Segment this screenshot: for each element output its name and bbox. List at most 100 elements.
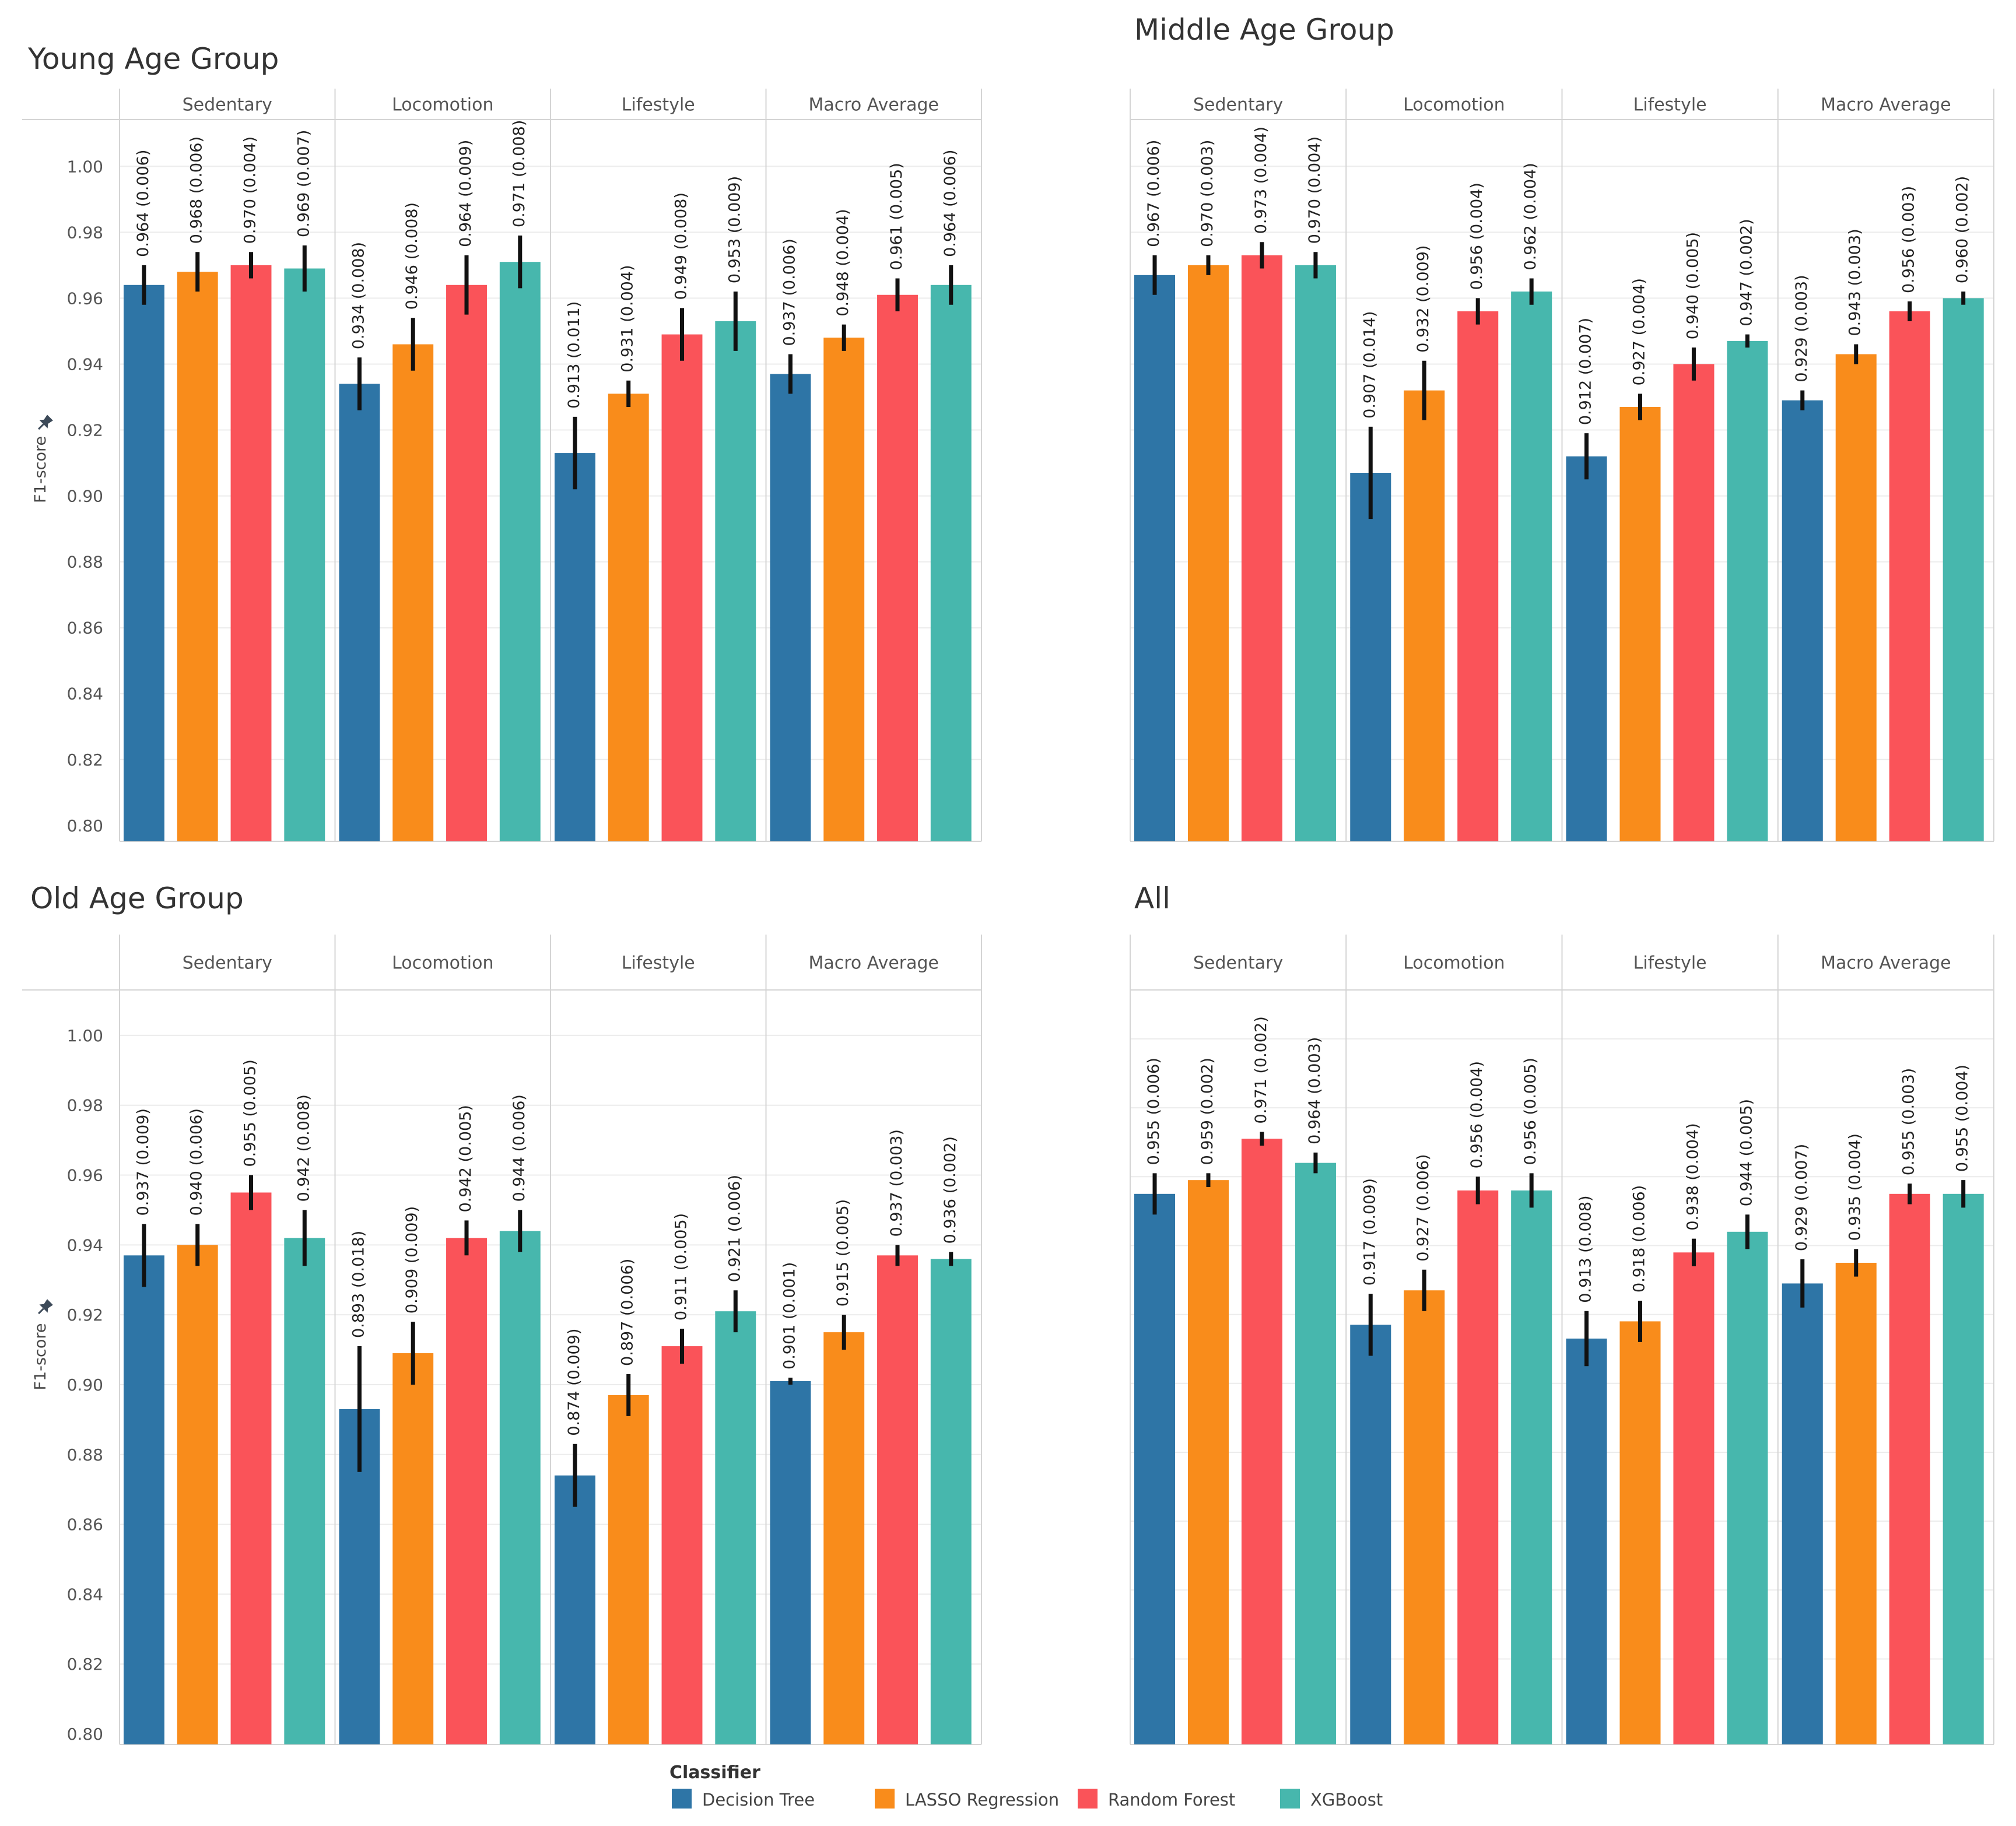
data-label: 0.909 (0.009) xyxy=(403,1206,421,1314)
bar-random-forest xyxy=(661,1346,703,1744)
data-label: 0.969 (0.007) xyxy=(294,130,313,237)
y-tick-label: 0.96 xyxy=(67,1166,103,1185)
data-label: 0.962 (0.004) xyxy=(1521,163,1540,270)
bar-decision-tree xyxy=(1566,456,1607,841)
data-label: 0.944 (0.005) xyxy=(1737,1099,1755,1206)
y-tick-label: 1.00 xyxy=(67,157,103,176)
bar-lasso-regression xyxy=(1835,1262,1877,1744)
data-label: 0.937 (0.009) xyxy=(134,1108,152,1216)
y-tick-label: 0.92 xyxy=(67,1305,103,1325)
data-label: 0.917 (0.009) xyxy=(1361,1178,1379,1286)
y-tick-label: 0.98 xyxy=(67,223,103,242)
bar-random-forest xyxy=(877,1255,918,1744)
bar-decision-tree xyxy=(339,384,380,841)
bar-decision-tree xyxy=(554,1475,595,1744)
data-label: 0.947 (0.002) xyxy=(1737,219,1755,326)
chart-panel-2: Old Age Group Sedentary Locomotion Lifestyl… xyxy=(22,882,982,1745)
bar-lasso-regression xyxy=(1187,1180,1229,1744)
data-label: 0.921 (0.006) xyxy=(725,1175,744,1282)
legend-item: LASSO Regression xyxy=(875,1789,1059,1810)
bar-lasso-regression xyxy=(177,1245,218,1744)
facet-label: Macro Average xyxy=(808,95,939,115)
facet-label: Macro Average xyxy=(808,953,939,974)
data-label: 0.907 (0.014) xyxy=(1361,311,1379,419)
bar-lasso-regression xyxy=(1619,406,1661,841)
legend-label: Random Forest xyxy=(1108,1790,1235,1810)
data-label: 0.913 (0.008) xyxy=(1577,1195,1595,1302)
data-label: 0.949 (0.008) xyxy=(672,192,690,300)
bar-xgboost xyxy=(499,262,541,841)
data-label: 0.971 (0.002) xyxy=(1252,1016,1270,1123)
pin-icon xyxy=(38,415,53,430)
data-label: 0.913 (0.011) xyxy=(565,301,583,409)
legend-swatch xyxy=(1280,1789,1300,1809)
bar-xgboost xyxy=(1511,292,1552,841)
data-label: 0.938 (0.004) xyxy=(1684,1123,1702,1230)
data-label: 0.967 (0.006) xyxy=(1145,140,1163,247)
legend-item: Random Forest xyxy=(1078,1789,1235,1810)
data-label: 0.937 (0.006) xyxy=(780,238,798,346)
data-label: 0.929 (0.003) xyxy=(1793,275,1811,382)
facet-label: Lifestyle xyxy=(1633,953,1707,974)
y-tick-label: 0.94 xyxy=(67,354,103,374)
bar-random-forest xyxy=(1457,311,1499,841)
y-tick-label: 0.92 xyxy=(67,421,103,440)
bar-xgboost xyxy=(1727,340,1768,841)
data-label: 0.956 (0.004) xyxy=(1468,1061,1486,1168)
data-label: 0.940 (0.006) xyxy=(188,1108,206,1216)
facet-label: Sedentary xyxy=(183,953,272,974)
data-label: 0.944 (0.006) xyxy=(510,1094,528,1202)
bar-xgboost xyxy=(284,1238,325,1744)
y-tick-label: 0.98 xyxy=(67,1096,103,1115)
bar-random-forest xyxy=(230,265,272,841)
chart-title: Middle Age Group xyxy=(1134,13,1394,47)
chart-title: Old Age Group xyxy=(30,882,244,915)
data-label: 0.942 (0.008) xyxy=(294,1094,313,1202)
facet-label: Macro Average xyxy=(1821,953,1951,974)
data-label: 0.935 (0.004) xyxy=(1846,1133,1864,1241)
facet-label: Macro Average xyxy=(1821,95,1951,115)
y-tick-label: 0.80 xyxy=(67,1725,103,1744)
bar-xgboost xyxy=(1727,1231,1768,1744)
bar-xgboost xyxy=(284,268,325,841)
data-label: 0.932 (0.009) xyxy=(1414,245,1432,353)
data-label: 0.901 (0.001) xyxy=(780,1262,798,1370)
bar-decision-tree xyxy=(554,453,595,841)
chart-panel-3: All Sedentary Locomotion Lifestyle Macro Ave… xyxy=(1130,882,1994,1745)
bar-lasso-regression xyxy=(608,394,649,841)
bar-lasso-regression xyxy=(1187,265,1229,841)
data-label: 0.897 (0.006) xyxy=(619,1259,637,1366)
bar-decision-tree xyxy=(123,1255,164,1744)
bar-decision-tree xyxy=(1350,472,1391,841)
y-tick-label: 0.90 xyxy=(67,1375,103,1395)
data-label: 0.948 (0.004) xyxy=(834,209,852,316)
data-label: 0.934 (0.008) xyxy=(349,242,367,349)
bar-random-forest xyxy=(446,285,487,841)
pin-icon-needle xyxy=(38,423,44,430)
data-label: 0.961 (0.005) xyxy=(888,163,906,270)
bar-xgboost xyxy=(715,1311,756,1744)
data-label: 0.927 (0.004) xyxy=(1630,278,1648,385)
y-tick-label: 0.84 xyxy=(67,1585,103,1604)
chart-panel-0: Young Age Group Sedentary Locomotion Lifest… xyxy=(22,42,982,842)
y-tick-label: 0.80 xyxy=(67,816,103,835)
data-label: 0.955 (0.005) xyxy=(241,1059,260,1167)
bar-lasso-regression xyxy=(392,1353,434,1744)
data-label: 0.973 (0.004) xyxy=(1252,127,1270,234)
pin-icon xyxy=(38,1299,53,1315)
bar-decision-tree xyxy=(1566,1338,1607,1744)
y-tick-label: 0.96 xyxy=(67,289,103,308)
data-label: 0.937 (0.003) xyxy=(888,1129,906,1237)
bar-decision-tree xyxy=(770,1381,811,1744)
bar-decision-tree xyxy=(1134,1193,1176,1744)
bar-xgboost xyxy=(499,1231,541,1744)
bar-random-forest xyxy=(1673,1252,1715,1744)
y-tick-label: 0.88 xyxy=(67,1445,103,1465)
bar-random-forest xyxy=(446,1238,487,1744)
y-axis-title: F1-score xyxy=(31,1323,50,1390)
data-label: 0.931 (0.004) xyxy=(619,265,637,372)
chart-title: Young Age Group xyxy=(27,42,279,76)
pin-icon-needle xyxy=(38,1308,44,1315)
bar-xgboost xyxy=(715,321,756,841)
